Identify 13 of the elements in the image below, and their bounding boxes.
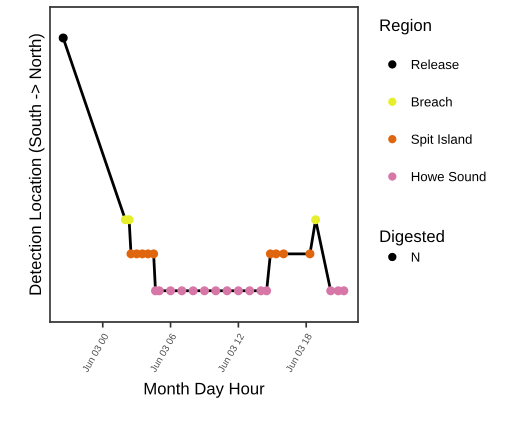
- legend-label: Breach: [412, 96, 452, 107]
- text: Digested: [380, 230, 444, 246]
- legend-label: N: [412, 252, 420, 262]
- legend-title: Region: [380, 18, 431, 34]
- x-axis-title: Month Day Hour: [144, 382, 264, 398]
- x-tick-label: Jun 03 00: [82, 332, 109, 373]
- y-axis-title: Detection Location (South -> North): [28, 34, 44, 294]
- legend-label: Howe Sound: [412, 172, 486, 182]
- x-tick-label: Jun 03 06: [150, 332, 177, 373]
- x-tick-label: Jun 03 18: [285, 332, 312, 373]
- legend-label: Release: [412, 59, 459, 70]
- legend-label: Spit Island: [411, 134, 472, 147]
- x-tick-label: Jun 03 12: [217, 332, 244, 373]
